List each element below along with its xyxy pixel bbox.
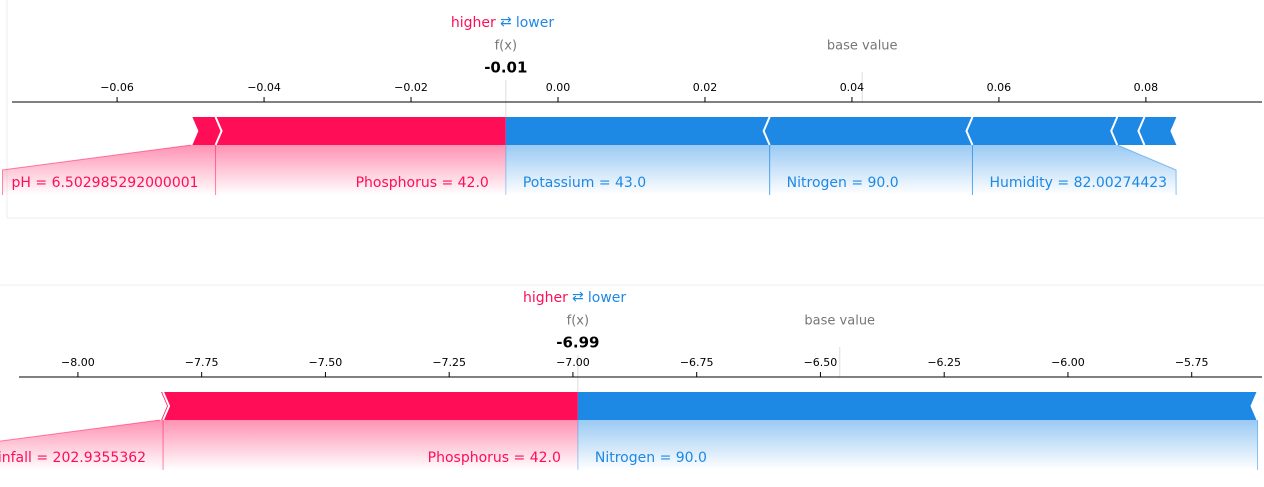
higher-label: higher	[451, 15, 496, 31]
separator	[162, 391, 171, 421]
separator	[1170, 116, 1179, 146]
positive-shade	[2, 145, 216, 195]
positive-segment	[163, 392, 578, 420]
connector	[2, 144, 192, 195]
arrow: ⇄	[500, 14, 512, 30]
x-tick-label: 0.02	[693, 81, 718, 94]
connector	[0, 419, 161, 442]
positive-shade	[215, 145, 506, 195]
negative-shade	[577, 420, 1258, 470]
separator	[159, 391, 168, 421]
x-tick-label: −7.50	[309, 356, 343, 369]
fx-value: -0.01	[484, 59, 527, 77]
fx-caption: f(x)	[495, 39, 517, 54]
fx-value: -6.99	[556, 334, 599, 352]
base-caption: base value	[827, 39, 898, 54]
negative-segment	[1138, 117, 1178, 145]
negative-shade	[769, 145, 973, 195]
positive-label: Phosphorus = 42.0	[428, 450, 561, 466]
x-tick-label: −0.04	[247, 81, 281, 94]
positive-segment	[215, 117, 506, 145]
separator	[1250, 391, 1259, 421]
separator	[190, 116, 199, 146]
x-tick-label: −5.75	[1175, 356, 1209, 369]
x-tick-label: −6.25	[927, 356, 961, 369]
negative-label: Potassium = 43.0	[523, 175, 646, 191]
negative-label: Nitrogen = 90.0	[787, 175, 899, 191]
negative-shade	[972, 145, 1177, 195]
x-tick-label: −7.00	[556, 356, 590, 369]
higher-label: higher	[523, 290, 568, 306]
lower-label: lower	[516, 15, 555, 31]
x-tick-label: −8.00	[61, 356, 95, 369]
lower-label: lower	[588, 290, 627, 306]
x-tick-label: −6.75	[680, 356, 714, 369]
separator	[1137, 116, 1146, 146]
separator	[762, 116, 771, 146]
negative-shade	[505, 145, 770, 195]
force-plot: higher ⇄ lower f(x) -0.01 base value −0.06 −0.0…	[2, 14, 1262, 195]
connector	[1117, 144, 1177, 195]
negative-segment	[1111, 117, 1145, 145]
positive-label: Phosphorus = 42.0	[356, 175, 489, 191]
x-tick-label: 0.06	[987, 81, 1012, 94]
x-tick-label: −7.75	[185, 356, 219, 369]
fx-caption: f(x)	[567, 314, 589, 329]
negative-label: Humidity = 82.00274423	[989, 175, 1167, 191]
x-tick-label: −0.06	[100, 81, 134, 94]
separator	[214, 116, 223, 146]
positive-label: pH = 6.502985292000001	[12, 175, 199, 191]
x-tick-label: −0.02	[394, 81, 428, 94]
separator	[1110, 116, 1119, 146]
negative-label: Nitrogen = 90.0	[595, 450, 707, 466]
positive-label: Rainfall = 202.9355362	[0, 450, 146, 466]
x-tick-label: −7.25	[432, 356, 466, 369]
x-tick-label: 0.08	[1134, 81, 1159, 94]
base-caption: base value	[804, 314, 875, 329]
negative-segment	[505, 117, 770, 145]
positive-shade	[163, 420, 578, 470]
negative-segment	[763, 117, 973, 145]
x-tick-label: −6.00	[1051, 356, 1085, 369]
x-tick-label: 0.00	[546, 81, 571, 94]
negative-segment	[577, 392, 1258, 420]
separator	[965, 116, 974, 146]
x-tick-label: −6.50	[804, 356, 838, 369]
negative-segment	[966, 117, 1118, 145]
positive-shade	[0, 420, 164, 470]
force-plot: higher ⇄ lower f(x) -6.99 base value −8.00 −7.7…	[0, 289, 1262, 470]
positive-segment	[191, 117, 222, 145]
arrow: ⇄	[572, 289, 584, 305]
x-tick-label: 0.04	[840, 81, 865, 94]
